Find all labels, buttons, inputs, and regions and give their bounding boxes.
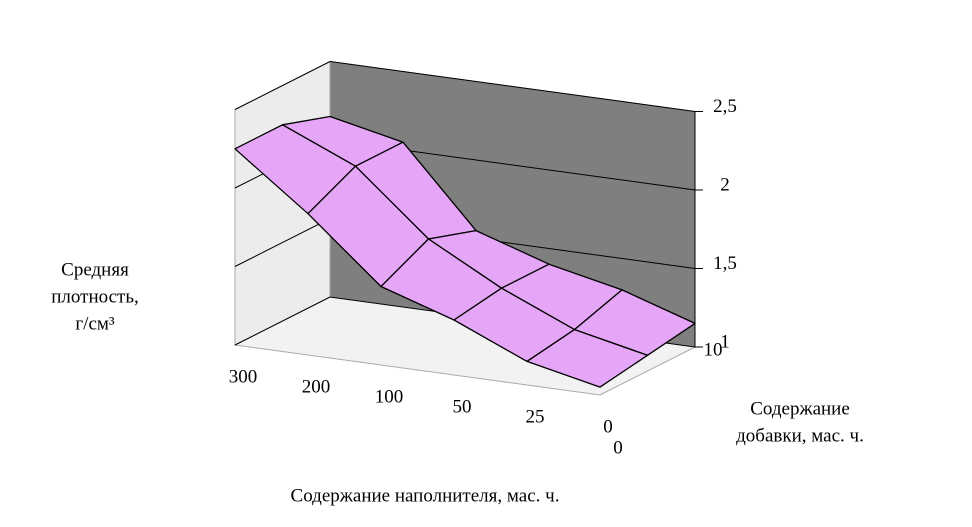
x-tick-label: 25 — [526, 406, 545, 427]
x-tick-label: 200 — [302, 376, 331, 397]
z-axis-title: г/см³ — [75, 313, 115, 334]
z-tick-label: 2,5 — [713, 96, 737, 117]
depth-tick-label: 10 — [704, 339, 723, 360]
z-axis-title: плотность, — [51, 286, 139, 307]
grid-line — [234, 60, 696, 112]
x-tick-label: 100 — [375, 386, 404, 407]
z-tick-label: 1 — [720, 331, 730, 352]
depth-axis-title: Содержание — [750, 398, 850, 419]
z-tick-label: 2 — [720, 174, 730, 195]
x-tick-label: 300 — [229, 366, 258, 387]
depth-tick-label: 0 — [613, 437, 623, 458]
z-axis-title: Средняя — [61, 259, 129, 280]
x-tick-label: 50 — [453, 396, 472, 417]
surface-patch — [526, 328, 649, 388]
titles: Средняя плотность, г/см³ Содержание напо… — [51, 259, 864, 506]
x-tick-label: 0 — [603, 416, 613, 437]
z-tick-label: 1,5 — [713, 253, 737, 274]
x-axis-title: Содержание наполнителя, мас. ч. — [291, 485, 560, 506]
depth-axis-title: добавки, мас. ч. — [736, 425, 864, 446]
